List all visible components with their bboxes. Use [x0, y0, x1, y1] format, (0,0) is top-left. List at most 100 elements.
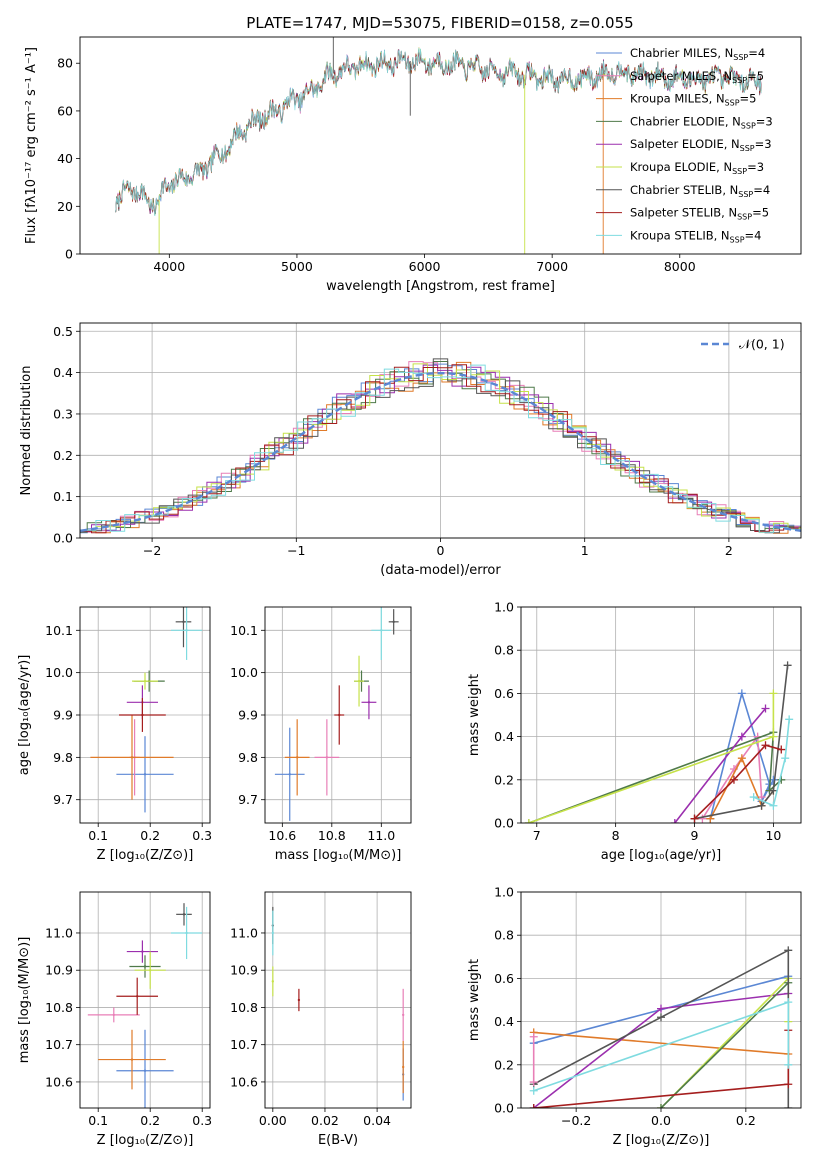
data-point [295, 756, 299, 759]
legend-entry: Salpeter MILES, NSSP=5 [630, 69, 764, 85]
y-tick-label: 0.4 [494, 1014, 514, 1029]
weight-marker [769, 732, 778, 741]
weight-marker [657, 1104, 665, 1108]
weight-line-9 [753, 719, 790, 807]
weight-marker [784, 1104, 793, 1108]
figure-title: PLATE=1747, MJD=53075, FIBERID=0158, z=0… [246, 14, 633, 32]
y-tick-label: 0.5 [53, 324, 73, 339]
plot-layer: 4000 5000 6000 7000 8000020406080wavelength … [17, 36, 802, 1148]
y-tick-label: 10.6 [230, 1074, 258, 1089]
legend-entry: Kroupa ELODIE, NSSP=3 [630, 160, 764, 176]
x-tick-label: 1 [581, 543, 589, 558]
panel-mass_vs_z: 0.1 0.2 0.3 10.6 10.7 10.8 10.9 11.0 Z [log₁₀(Z/… [17, 891, 212, 1148]
panel-age_vs_z: 0.1 0.2 0.3 9.7 9.8 9.9 10.0 10.1 Z [log₁₀(Z/Z⊙)… [17, 606, 212, 863]
y-tick-label: 0.4 [53, 365, 73, 380]
y-tick-label: 9.8 [238, 750, 258, 765]
weight-marker [737, 754, 746, 763]
y-axis-label: age [log₁₀(age/yr)] [17, 655, 32, 776]
x-tick-label: 11.0 [367, 828, 395, 843]
weight-marker [769, 801, 778, 810]
x-tick-label: 4000 [153, 259, 185, 274]
histogram-step-7 [80, 358, 801, 534]
legend-entry: Kroupa STELIB, NSSP=4 [630, 228, 761, 244]
panel-residuals: −2 −1 0 1 2 0.0 0.1 0.2 0.3 0.4 0.5 (data-model)/er… [19, 322, 802, 578]
y-tick-label: 0.0 [53, 531, 73, 546]
x-tick-label: 0.00 [259, 1113, 287, 1128]
weight-marker [737, 732, 746, 741]
x-tick-label: 5000 [281, 259, 313, 274]
data-point [271, 931, 275, 935]
plot-area-weight_vs_age [524, 661, 794, 823]
legend-entry: Chabrier STELIB, NSSP=4 [630, 183, 770, 199]
y-tick-label: 60 [57, 103, 73, 118]
x-tick-label: 0.1 [88, 1113, 108, 1128]
x-tick-label: 0.3 [192, 1113, 212, 1128]
x-tick-label: 7000 [536, 259, 568, 274]
data-point [185, 931, 188, 935]
weight-marker [524, 819, 533, 823]
y-tick-label: 10.8 [45, 1000, 73, 1015]
x-tick-label: −1 [287, 543, 305, 558]
weight-marker [783, 661, 792, 670]
x-axis-label: Z [log₁₀(Z/Z⊙)] [97, 1133, 194, 1148]
y-tick-label: 80 [57, 56, 73, 71]
data-point [130, 1058, 134, 1061]
data-point [141, 713, 144, 717]
y-tick-label: 9.8 [53, 750, 73, 765]
spectrum-line-9 [115, 47, 762, 216]
legend-entry: Chabrier MILES, NSSP=4 [630, 46, 765, 62]
y-tick-label: 9.7 [238, 792, 258, 807]
y-axis-label: mass [log₁₀(M/M⊙)] [17, 937, 32, 1064]
x-axis-label: Z [log₁₀(Z/Z⊙)] [97, 848, 194, 863]
y-axis-label: mass weight [467, 674, 482, 756]
x-tick-label: 9 [691, 828, 699, 843]
y-axis-label: Flux [fλ10⁻¹⁷ erg cm⁻² s⁻¹ A⁻¹] [24, 47, 39, 244]
x-axis-label: age [log₁₀(age/yr)] [601, 848, 722, 863]
weight-marker [529, 1086, 538, 1095]
plot-area-age_vs_mass [274, 607, 399, 821]
weight-marker [737, 689, 746, 698]
weight-marker [781, 754, 790, 763]
y-tick-label: 1.0 [494, 885, 514, 900]
y-tick-label: 0.2 [53, 448, 73, 463]
data-point [325, 756, 329, 759]
y-tick-label: 9.9 [53, 708, 73, 723]
x-tick-label: 8000 [664, 259, 696, 274]
weight-marker [757, 801, 766, 810]
legend-entry: 𝒩(0, 1) [739, 337, 785, 352]
axes-frame [520, 606, 802, 824]
y-tick-label: 20 [57, 199, 73, 214]
axes-frame [264, 891, 412, 1109]
weight-marker [749, 793, 758, 802]
x-axis-label: E(B-V) [318, 1133, 358, 1148]
weight-line-2 [533, 1031, 789, 1055]
x-tick-label: 0 [437, 543, 445, 558]
x-axis-label: wavelength [Angstrom, rest frame] [326, 279, 555, 294]
y-tick-label: 11.0 [45, 925, 73, 940]
data-point [357, 679, 361, 683]
data-point [149, 969, 152, 972]
weight-marker [784, 946, 793, 955]
panel-spectrum: 4000 5000 6000 7000 8000 0 20 40 60 80 wavelength … [24, 36, 802, 294]
data-point [380, 629, 383, 632]
y-tick-label: 1.0 [494, 600, 514, 615]
data-point [185, 629, 188, 632]
x-tick-label: 0.2 [736, 1113, 756, 1128]
legend-entry: Salpeter STELIB, NSSP=5 [630, 206, 769, 222]
y-tick-label: 9.7 [53, 792, 73, 807]
weight-marker [784, 1060, 793, 1069]
x-tick-label: 6000 [409, 259, 441, 274]
y-tick-label: 10.9 [230, 963, 258, 978]
data-point [143, 773, 147, 776]
y-tick-label: 0 [65, 247, 73, 262]
data-point [338, 713, 341, 717]
weight-marker [670, 819, 679, 823]
x-tick-label: 10.8 [318, 828, 346, 843]
y-tick-label: 10.7 [230, 1037, 258, 1052]
data-point [143, 965, 147, 968]
weight-marker [769, 689, 778, 698]
x-tick-label: 0.2 [140, 1113, 160, 1128]
data-point [271, 980, 275, 983]
x-tick-label: 7 [533, 828, 541, 843]
weight-marker [777, 745, 786, 754]
